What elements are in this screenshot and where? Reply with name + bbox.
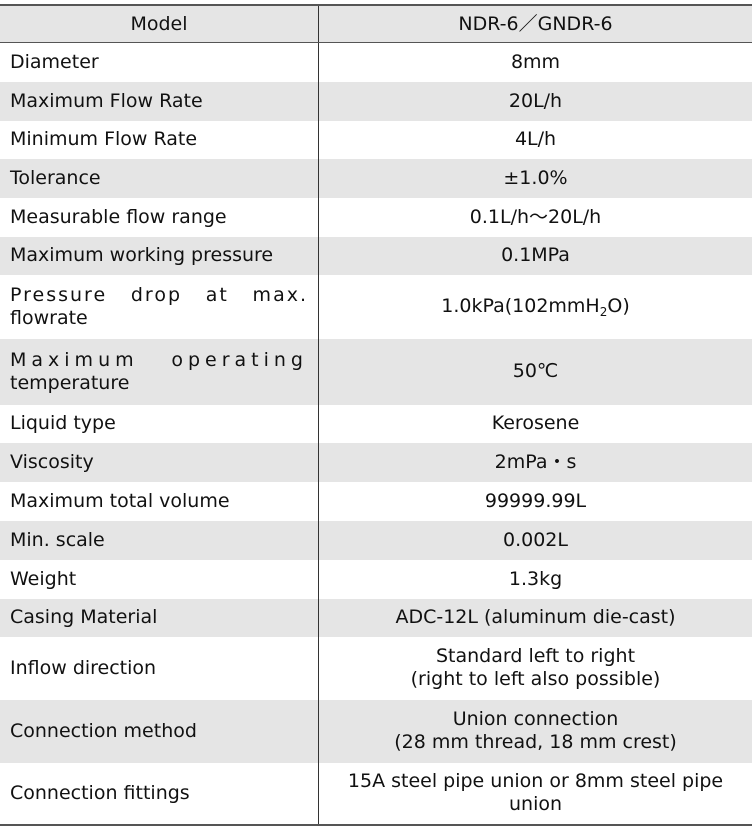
value-line1: Union connection (452, 708, 619, 730)
table-row: Pressure drop at max. flowrate 1.0kPa(102… (0, 274, 752, 339)
table-row: Diameter 8mm (0, 42, 752, 82)
table-row: Maximum total volume 99999.99L (0, 481, 752, 521)
row-value: 2mPa・s (318, 442, 752, 482)
table-header-row: Model NDR-6／GNDR-6 (0, 5, 752, 43)
row-value: 8mm (510, 50, 561, 73)
row-value: 4L/h (514, 128, 557, 150)
row-label: Maximum working pressure (0, 236, 319, 275)
spec-table: Model NDR-6／GNDR-6 Diameter 8mm Maximum F… (0, 4, 752, 826)
row-value: 50℃ (318, 338, 752, 405)
row-value: ±1.0% (318, 158, 752, 198)
header-label: Model (0, 5, 319, 43)
row-label: Minimum Flow Rate (0, 120, 319, 159)
row-value: 1.0kPa(102mmH2O) (319, 275, 752, 339)
row-label: Maximum total volume (0, 481, 319, 521)
row-label-line2: temperature (10, 371, 130, 394)
value-line2: union (508, 793, 563, 815)
value-text-suffix: O) (607, 295, 630, 317)
row-label: Min. scale (0, 520, 319, 560)
row-value: 0.1MPa (318, 236, 752, 275)
row-value: 0.1L/h～20L/h (469, 205, 602, 228)
table-row: Maximum operating temperature 50℃ (0, 338, 752, 405)
table-row: Maximum working pressure 0.1MPa (0, 236, 752, 275)
table-row: Measurable flow range 0.1L/h～20L/h (0, 197, 752, 237)
row-label: Diameter (0, 42, 319, 82)
table-row: Casing Material ADC-12L (aluminum die-cas… (0, 598, 752, 637)
value-line2: (28 mm thread, 18 mm crest) (394, 731, 677, 753)
value-line1: Standard left to right (435, 645, 636, 667)
header-model-value: NDR-6／GNDR-6 (318, 5, 752, 43)
table-row: Min. scale 0.002L (0, 520, 752, 560)
row-value: ADC-12L (aluminum die-cast) (318, 598, 752, 637)
value-subscript: 2 (599, 305, 608, 319)
table-row: Maximum Flow Rate 20L/h (0, 81, 752, 121)
row-label: Viscosity (0, 442, 319, 482)
row-label: Weight (0, 559, 319, 599)
row-value: Standard left to right (right to left als… (319, 637, 752, 700)
row-label: Inflow direction (0, 636, 319, 700)
row-value: Union connection (28 mm thread, 18 mm cre… (318, 699, 752, 763)
row-label: Connection fittings (0, 762, 319, 825)
row-value: 1.3kg (508, 567, 563, 590)
table-row: Weight 1.3kg (0, 559, 752, 599)
table-row: Tolerance ±1.0% (0, 158, 752, 198)
table-row: Minimum Flow Rate 4L/h (0, 120, 752, 159)
table-row: Inflow direction Standard left to right (r… (0, 636, 752, 700)
row-label: Maximum Flow Rate (0, 81, 319, 121)
row-label: Measurable flow range (0, 197, 319, 237)
table-row: Liquid type Kerosene (0, 404, 752, 443)
row-label: Connection method (0, 699, 319, 763)
row-label: Pressure drop at max. flowrate (0, 274, 319, 339)
table-row: Connection method Union connection (28 mm … (0, 699, 752, 763)
row-label-line2: flowrate (10, 306, 88, 329)
row-value: 20L/h (318, 81, 752, 121)
row-label: Liquid type (0, 404, 319, 443)
row-value: 0.002L (318, 520, 752, 560)
table-row: Viscosity 2mPa・s (0, 442, 752, 482)
row-label: Tolerance (0, 158, 319, 198)
row-label-line1: Maximum operating (10, 348, 308, 371)
value-line2: (right to left also possible) (410, 668, 661, 690)
value-line1: 15A steel pipe union or 8mm steel pipe (347, 770, 724, 792)
table-row: Connection fittings 15A steel pipe union … (0, 762, 752, 825)
value-text: 1.0kPa(102mmH (441, 295, 600, 317)
row-label: Maximum operating temperature (0, 338, 319, 405)
row-label-line1: Pressure drop at max. (10, 283, 308, 306)
row-value: 99999.99L (484, 489, 587, 512)
row-value: 15A steel pipe union or 8mm steel pipe un… (319, 763, 752, 825)
row-value: Kerosene (491, 412, 580, 434)
row-label: Casing Material (0, 598, 319, 637)
